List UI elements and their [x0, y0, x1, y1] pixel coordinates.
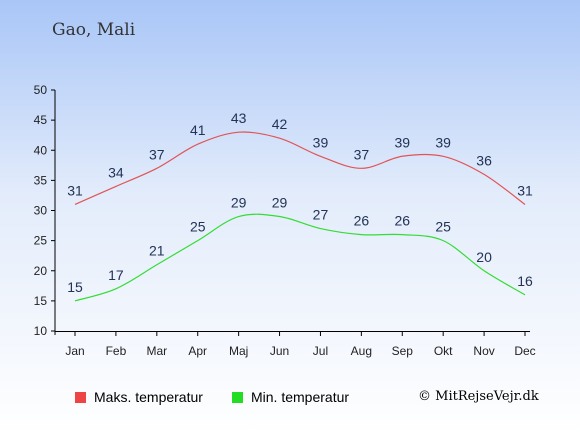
legend-swatch-min: [232, 391, 243, 403]
data-label-max: 34: [108, 164, 124, 180]
data-label-min: 29: [231, 195, 247, 211]
y-tick-label: 45: [34, 113, 48, 127]
x-tick-label: Maj: [229, 344, 248, 358]
x-tick-label: Okt: [434, 344, 453, 358]
y-tick-label: 30: [34, 204, 48, 218]
chart-axes: 10 15 20 25 30 35 40 45 50 Jan Feb Mar Apr Maj Jun Jul A…: [34, 83, 536, 358]
data-label-max: 37: [354, 146, 370, 162]
y-tick-label: 50: [34, 83, 48, 97]
y-tick-label: 15: [34, 294, 48, 308]
legend-label-max: Maks. temperatur: [94, 389, 203, 405]
series-line-min: [74, 213, 526, 302]
data-label-max: 39: [394, 134, 410, 150]
data-label-min: 17: [108, 267, 124, 283]
data-label-max: 42: [272, 116, 288, 132]
x-tick-label: Jan: [65, 344, 84, 358]
location-title: Gao, Mali: [52, 20, 136, 40]
data-label-min: 25: [435, 219, 451, 235]
y-tick-label: 20: [34, 264, 48, 278]
y-tick-label: 35: [34, 173, 48, 187]
y-tick-label: 10: [34, 324, 48, 338]
data-label-min: 21: [149, 243, 165, 259]
data-label-max: 37: [149, 146, 165, 162]
legend-label-min: Min. temperatur: [251, 389, 350, 405]
x-tick-label: Apr: [188, 344, 207, 358]
data-label-min: 26: [394, 213, 410, 229]
data-label-max: 31: [67, 182, 83, 198]
series-line-max: [74, 131, 526, 206]
legend-item-min: Min. temperatur: [232, 389, 349, 405]
y-tick-label: 40: [34, 143, 48, 157]
data-label-min: 26: [354, 213, 370, 229]
data-label-max: 39: [435, 134, 451, 150]
data-label-max: 41: [190, 122, 206, 138]
data-label-min: 20: [476, 249, 492, 265]
legend-swatch-max: [75, 391, 86, 403]
data-label-min: 29: [272, 195, 288, 211]
x-tick-label: Feb: [106, 344, 127, 358]
data-label-max: 43: [231, 110, 247, 126]
data-label-min: 25: [190, 219, 206, 235]
copyright-text: © MitRejseVejr.dk: [418, 389, 539, 404]
x-tick-label: Aug: [351, 344, 372, 358]
x-tick-label: Nov: [473, 344, 494, 358]
x-tick-label: Mar: [146, 344, 167, 358]
legend-item-max: Maks. temperatur: [75, 389, 203, 405]
y-tick-label: 25: [34, 234, 48, 248]
data-label-min: 16: [517, 273, 533, 289]
x-tick-label: Dec: [514, 344, 535, 358]
data-label-min: 27: [313, 207, 329, 223]
x-tick-label: Jun: [270, 344, 289, 358]
x-tick-label: Jul: [313, 344, 328, 358]
data-label-max: 31: [517, 182, 533, 198]
x-tick-label: Sep: [392, 344, 414, 358]
chart-lines: [74, 131, 526, 302]
chart-data-labels: 31 34 37 41 43 42 39 37 39 39 36 31 15 17 21 25 29 29 27 26…: [67, 110, 533, 295]
data-label-min: 15: [67, 279, 83, 295]
data-label-max: 36: [476, 152, 492, 168]
data-label-max: 39: [313, 134, 329, 150]
